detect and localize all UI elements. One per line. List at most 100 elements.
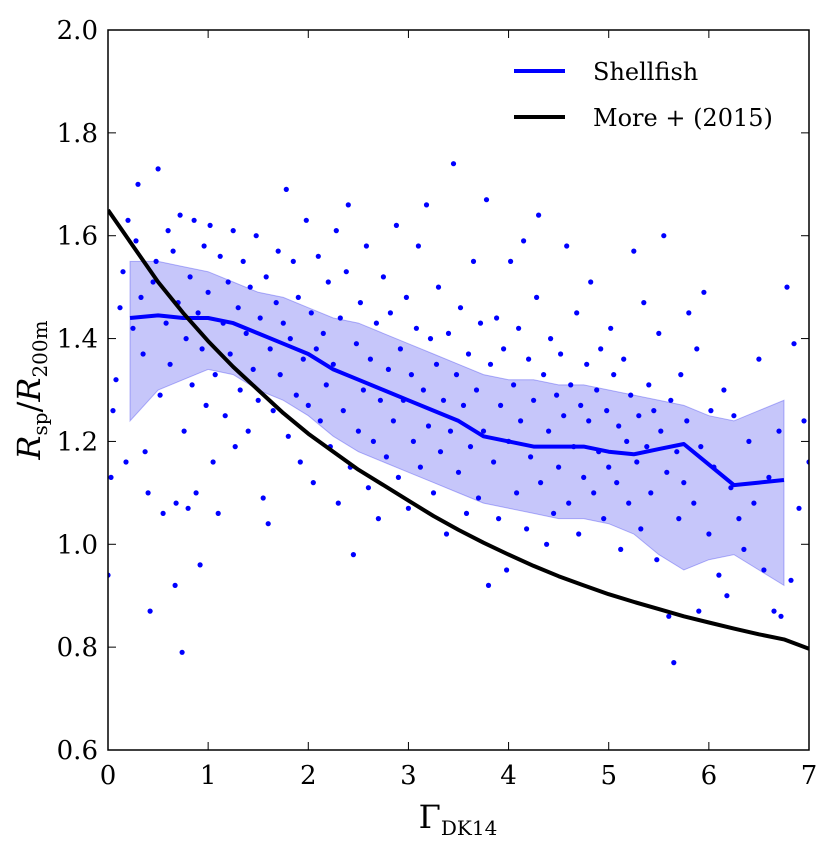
scatter-point-112 <box>380 274 386 280</box>
scatter-point-161 <box>504 567 510 573</box>
scatter-point-234 <box>686 310 692 316</box>
scatter-point-11 <box>138 294 144 300</box>
scatter-point-173 <box>534 294 540 300</box>
scatter-point-58 <box>245 428 251 434</box>
scatter-point-252 <box>756 356 762 362</box>
scatter-point-197 <box>594 387 600 393</box>
scatter-point-73 <box>283 186 289 192</box>
scatter-point-32 <box>185 505 191 511</box>
scatter-point-229 <box>674 449 680 455</box>
scatter-point-154 <box>485 582 492 589</box>
scatter-point-63 <box>257 315 263 321</box>
scatter-point-29 <box>179 649 185 655</box>
scatter-point-45 <box>212 372 218 378</box>
scatter-point-196 <box>591 490 597 496</box>
scatter-point-13 <box>142 449 148 455</box>
scatter-point-144 <box>460 402 467 408</box>
scatter-point-89 <box>323 382 329 388</box>
scatter-point-194 <box>586 418 592 424</box>
scatter-point-41 <box>203 402 209 408</box>
scatter-point-15 <box>147 608 153 614</box>
scatter-point-158 <box>496 516 502 522</box>
scatter-point-21 <box>163 320 169 326</box>
scatter-point-46 <box>215 510 221 516</box>
scatter-point-23 <box>167 361 173 367</box>
scatter-point-139 <box>447 428 454 434</box>
scatter-point-122 <box>405 505 411 511</box>
scatter-point-200 <box>601 516 607 522</box>
scatter-point-230 <box>676 516 682 522</box>
scatter-point-244 <box>721 387 727 393</box>
scatter-point-121 <box>403 294 409 300</box>
scatter-point-54 <box>235 305 241 311</box>
scatter-point-140 <box>450 161 457 167</box>
plot-area <box>108 161 809 666</box>
y-tick-label-1.2: 1.2 <box>57 427 98 457</box>
scatter-point-257 <box>778 613 784 619</box>
scatter-point-170 <box>526 356 532 362</box>
scatter-point-52 <box>230 228 236 234</box>
scatter-point-64 <box>260 495 266 501</box>
x-tick-label-4: 4 <box>500 761 517 791</box>
scatter-point-67 <box>267 346 273 352</box>
plot-series <box>108 161 809 666</box>
scatter-point-72 <box>280 320 286 326</box>
scatter-point-253 <box>761 567 767 573</box>
scatter-point-172 <box>531 397 537 403</box>
scatter-point-26 <box>173 500 179 506</box>
scatter-point-151 <box>477 320 484 326</box>
scatter-point-37 <box>195 310 201 316</box>
scatter-point-49 <box>222 413 228 419</box>
x-tick-label-3: 3 <box>400 761 417 791</box>
scatter-point-77 <box>293 392 299 398</box>
axis-ticks: 0 1 2 3 4 5 6 7 0.6 0.8 1.0 1.2 1.4 1.6 1.8 2.0 <box>57 16 818 791</box>
scatter-point-176 <box>541 372 547 378</box>
scatter-point-134 <box>435 284 442 290</box>
scatter-point-228 <box>671 660 677 666</box>
scatter-point-59 <box>247 284 253 290</box>
scatter-point-82 <box>305 402 311 408</box>
scatter-point-70 <box>275 248 281 254</box>
scatter-point-226 <box>666 613 672 619</box>
scatter-point-250 <box>746 438 752 444</box>
scatter-point-95 <box>337 315 343 321</box>
scatter-point-149 <box>473 387 480 393</box>
scatter-point-160 <box>501 346 507 352</box>
scatter-point-222 <box>656 330 662 336</box>
scatter-point-212 <box>631 248 637 254</box>
scatter-point-239 <box>701 289 707 295</box>
x-tick-label-1: 1 <box>200 761 217 791</box>
y-tick-label-0.6: 0.6 <box>57 736 98 766</box>
scatter-point-245 <box>724 593 730 599</box>
scatter-point-261 <box>796 505 802 511</box>
scatter-point-240 <box>706 531 712 537</box>
scatter-point-227 <box>668 397 674 403</box>
legend-label-shellfish: Shellfish <box>593 58 698 86</box>
scatter-point-88 <box>320 330 326 336</box>
scatter-point-249 <box>741 546 747 553</box>
scatter-point-69 <box>273 300 279 306</box>
scatter-point-201 <box>604 408 610 414</box>
scatter-point-42 <box>205 289 211 295</box>
scatter-point-129 <box>423 202 430 208</box>
scatter-point-195 <box>588 279 594 285</box>
scatter-point-164 <box>510 382 517 388</box>
scatter-point-60 <box>250 366 256 372</box>
scatter-point-87 <box>317 418 323 424</box>
scatter-point-167 <box>518 418 524 424</box>
scatter-point-125 <box>413 325 419 331</box>
x-tick-label-0: 0 <box>100 761 117 791</box>
scatter-point-191 <box>578 402 584 408</box>
scatter-point-174 <box>536 212 542 218</box>
scatter-point-183 <box>558 351 564 357</box>
scatter-point-78 <box>295 294 301 300</box>
scatter-point-36 <box>193 490 199 496</box>
scatter-point-53 <box>232 444 238 450</box>
scatter-point-124 <box>410 438 416 444</box>
scatter-point-22 <box>165 228 171 234</box>
scatter-point-16 <box>150 279 156 285</box>
scatter-point-8 <box>130 325 136 331</box>
scatter-point-127 <box>417 464 423 470</box>
scatter-point-74 <box>285 433 291 439</box>
scatter-point-247 <box>731 413 737 419</box>
